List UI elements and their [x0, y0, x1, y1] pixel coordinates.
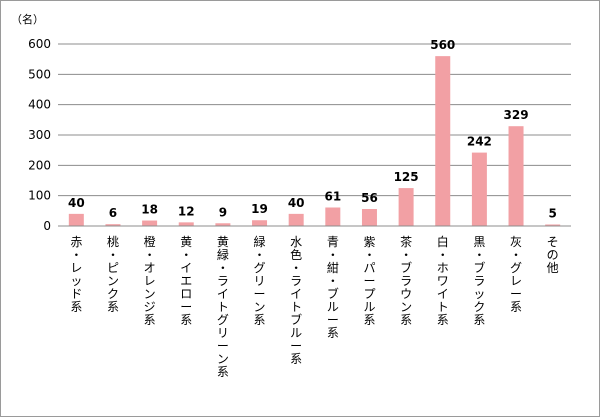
- category-label: 橙・オレンジ系: [144, 234, 156, 327]
- category-label: 黒・ブラック系: [473, 235, 485, 327]
- bar: [288, 213, 304, 226]
- y-tick-label: 100: [28, 189, 51, 203]
- data-label: 18: [141, 203, 158, 217]
- y-axis-ticks: 0 100 200 300 400 500 600: [28, 37, 51, 233]
- bar: [545, 224, 561, 226]
- y-tick-label: 600: [28, 37, 51, 51]
- category-label: 青・紺・ブルー系: [327, 235, 339, 340]
- bar: [361, 209, 377, 226]
- y-tick-label: 300: [28, 128, 51, 142]
- data-label: 9: [219, 205, 227, 219]
- category-label: 茶・ブラウン系: [400, 234, 412, 327]
- bar: [178, 222, 194, 226]
- bar: [508, 126, 524, 226]
- category-label: その他: [547, 235, 559, 275]
- bar: [215, 223, 231, 226]
- bar: [68, 213, 84, 226]
- bar: [471, 152, 487, 226]
- data-label: 56: [361, 191, 378, 205]
- category-label: 黄・イエロー系: [180, 235, 192, 327]
- category-label: 白・ホワイト系: [437, 234, 449, 327]
- data-label: 242: [467, 135, 492, 149]
- category-label: 紫・パープル系: [363, 235, 375, 327]
- bars: [68, 56, 561, 227]
- category-label: 灰・グレー系: [510, 235, 522, 314]
- data-label: 5: [548, 206, 556, 220]
- gridlines: [58, 43, 571, 197]
- data-label: 40: [68, 196, 85, 210]
- data-label: 560: [430, 38, 455, 52]
- y-tick-label: 400: [28, 98, 51, 112]
- category-labels: 赤・レッド系 桃・ピンク系 橙・オレンジ系 黄・イエロー系 黄緑・ライトグリーン系 緑・グ…: [70, 234, 558, 379]
- data-label: 61: [324, 189, 341, 203]
- bar: [142, 220, 158, 226]
- bar: [398, 188, 414, 226]
- category-label: 赤・レッド系: [70, 235, 82, 314]
- data-label: 40: [288, 196, 305, 210]
- bar: [325, 207, 341, 226]
- y-tick-label: 200: [28, 158, 51, 172]
- bar: [435, 56, 451, 227]
- y-tick-label: 500: [28, 67, 51, 81]
- y-tick-label: 0: [43, 219, 51, 233]
- data-label: 125: [394, 170, 419, 184]
- category-label: 黄緑・ライトグリーン系: [217, 235, 229, 379]
- data-label: 6: [109, 206, 117, 220]
- category-label: 桃・ピンク系: [107, 234, 119, 314]
- y-axis-unit-label: （名）: [11, 12, 44, 26]
- data-label: 12: [178, 204, 195, 218]
- data-label: 19: [251, 202, 268, 216]
- data-labels: 40 6 18 12 9 19 40 61 56 125 560 242 329 5: [68, 38, 557, 220]
- bar: [105, 224, 121, 226]
- data-label: 329: [504, 108, 529, 122]
- bar: [252, 220, 268, 226]
- category-label: 水色・ライトブルー系: [290, 235, 302, 366]
- category-label: 緑・グリーン系: [254, 234, 266, 327]
